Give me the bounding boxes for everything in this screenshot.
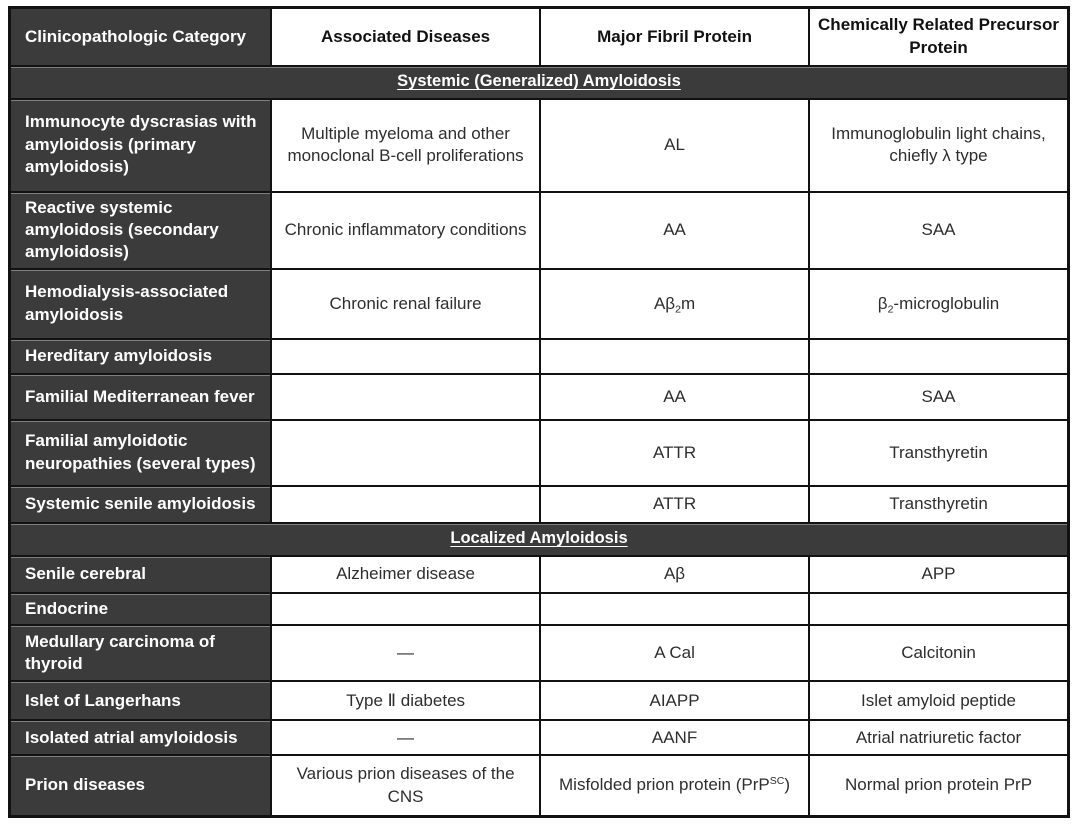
table-header: Clinicopathologic Category Associated Di…: [8, 6, 1070, 67]
section-title: Localized Amyloidosis: [8, 521, 1070, 557]
category-cell: Familial Mediterranean fever: [8, 372, 273, 421]
disease-cell: Type Ⅱ diabetes: [270, 680, 542, 722]
disease-cell: [270, 484, 542, 524]
table-row: Familial Mediterranean fever AA SAA: [8, 372, 1070, 421]
precursor-protein-cell: [808, 591, 1070, 627]
header-associated-diseases: Associated Diseases: [270, 6, 542, 67]
disease-cell: Alzheimer disease: [270, 554, 542, 594]
precursor-protein-cell: Normal prion protein PrP: [808, 754, 1070, 818]
fibril-protein-cell: Misfolded prion protein (PrPSC): [539, 754, 811, 818]
header-row: Clinicopathologic Category Associated Di…: [8, 6, 1070, 67]
header-clinicopathologic-category: Clinicopathologic Category: [8, 6, 273, 67]
disease-cell: [270, 418, 542, 487]
category-cell: Reactive systemic amyloidosis (secondary…: [8, 190, 273, 270]
precursor-protein-cell: Atrial natriuretic factor: [808, 719, 1070, 757]
fibril-protein-cell: AA: [539, 372, 811, 421]
table-row: Familial amyloidotic neuropathies (sever…: [8, 418, 1070, 487]
table-row: Prion diseases Various prion diseases of …: [8, 754, 1070, 818]
header-major-fibril-protein: Major Fibril Protein: [539, 6, 811, 67]
category-cell: Familial amyloidotic neuropathies (sever…: [8, 418, 273, 487]
table-row: Hemodialysis-associated amyloidosis Chron…: [8, 267, 1070, 340]
section-header-row: Systemic (Generalized) Amyloidosis: [8, 64, 1070, 100]
disease-cell: [270, 337, 542, 375]
precursor-protein-cell: Immunoglobulin light chains, chiefly λ t…: [808, 97, 1070, 193]
disease-cell: Multiple myeloma and other monoclonal B-…: [270, 97, 542, 193]
section-header-row: Localized Amyloidosis: [8, 521, 1070, 557]
table-row: Endocrine: [8, 591, 1070, 627]
precursor-protein-cell: APP: [808, 554, 1070, 594]
fibril-protein-cell: A Cal: [539, 624, 811, 683]
fibril-protein-cell: [539, 337, 811, 375]
precursor-protein-cell: Transthyretin: [808, 484, 1070, 524]
table-row: Medullary carcinoma of thyroid — A Cal Calc…: [8, 624, 1070, 683]
disease-cell: Various prion diseases of the CNS: [270, 754, 542, 818]
category-cell: Medullary carcinoma of thyroid: [8, 624, 273, 683]
fibril-protein-cell: AL: [539, 97, 811, 193]
precursor-protein-cell: Transthyretin: [808, 418, 1070, 487]
category-cell: Hereditary amyloidosis: [8, 337, 273, 375]
header-precursor-protein: Chemically Related Precursor Protein: [808, 6, 1070, 67]
precursor-protein-cell: Calcitonin: [808, 624, 1070, 683]
disease-cell: —: [270, 624, 542, 683]
table-row: Immunocyte dyscrasias with amyloidosis (…: [8, 97, 1070, 193]
category-cell: Prion diseases: [8, 754, 273, 818]
category-cell: Endocrine: [8, 591, 273, 627]
category-cell: Islet of Langerhans: [8, 680, 273, 722]
fibril-protein-cell: [539, 591, 811, 627]
fibril-protein-cell: AIAPP: [539, 680, 811, 722]
precursor-protein-cell: Islet amyloid peptide: [808, 680, 1070, 722]
precursor-protein-cell: SAA: [808, 372, 1070, 421]
fibril-protein-cell: AANF: [539, 719, 811, 757]
disease-cell: —: [270, 719, 542, 757]
category-cell: Hemodialysis-associated amyloidosis: [8, 267, 273, 340]
category-cell: Systemic senile amyloidosis: [8, 484, 273, 524]
table-row: Hereditary amyloidosis: [8, 337, 1070, 375]
table-row: Senile cerebral Alzheimer disease Aβ APP: [8, 554, 1070, 594]
disease-cell: Chronic inflammatory conditions: [270, 190, 542, 270]
table-row: Systemic senile amyloidosis ATTR Transthyr…: [8, 484, 1070, 524]
fibril-protein-cell: Aβ2m: [539, 267, 811, 340]
fibril-protein-cell: AA: [539, 190, 811, 270]
amyloidosis-classification-table: Clinicopathologic Category Associated Di…: [8, 6, 1070, 818]
category-cell: Immunocyte dyscrasias with amyloidosis (…: [8, 97, 273, 193]
disease-cell: [270, 591, 542, 627]
fibril-protein-cell: ATTR: [539, 418, 811, 487]
fibril-protein-cell: ATTR: [539, 484, 811, 524]
category-cell: Isolated atrial amyloidosis: [8, 719, 273, 757]
disease-cell: Chronic renal failure: [270, 267, 542, 340]
precursor-protein-cell: β2-microglobulin: [808, 267, 1070, 340]
table-body: Systemic (Generalized) Amyloidosis Immuno…: [8, 64, 1070, 818]
precursor-protein-cell: [808, 337, 1070, 375]
table-row: Isolated atrial amyloidosis — AANF Atrial n…: [8, 719, 1070, 757]
category-cell: Senile cerebral: [8, 554, 273, 594]
section-title: Systemic (Generalized) Amyloidosis: [8, 64, 1070, 100]
table-row: Reactive systemic amyloidosis (secondary…: [8, 190, 1070, 270]
fibril-protein-cell: Aβ: [539, 554, 811, 594]
table-row: Islet of Langerhans Type Ⅱ diabetes AIAPP I…: [8, 680, 1070, 722]
disease-cell: [270, 372, 542, 421]
precursor-protein-cell: SAA: [808, 190, 1070, 270]
